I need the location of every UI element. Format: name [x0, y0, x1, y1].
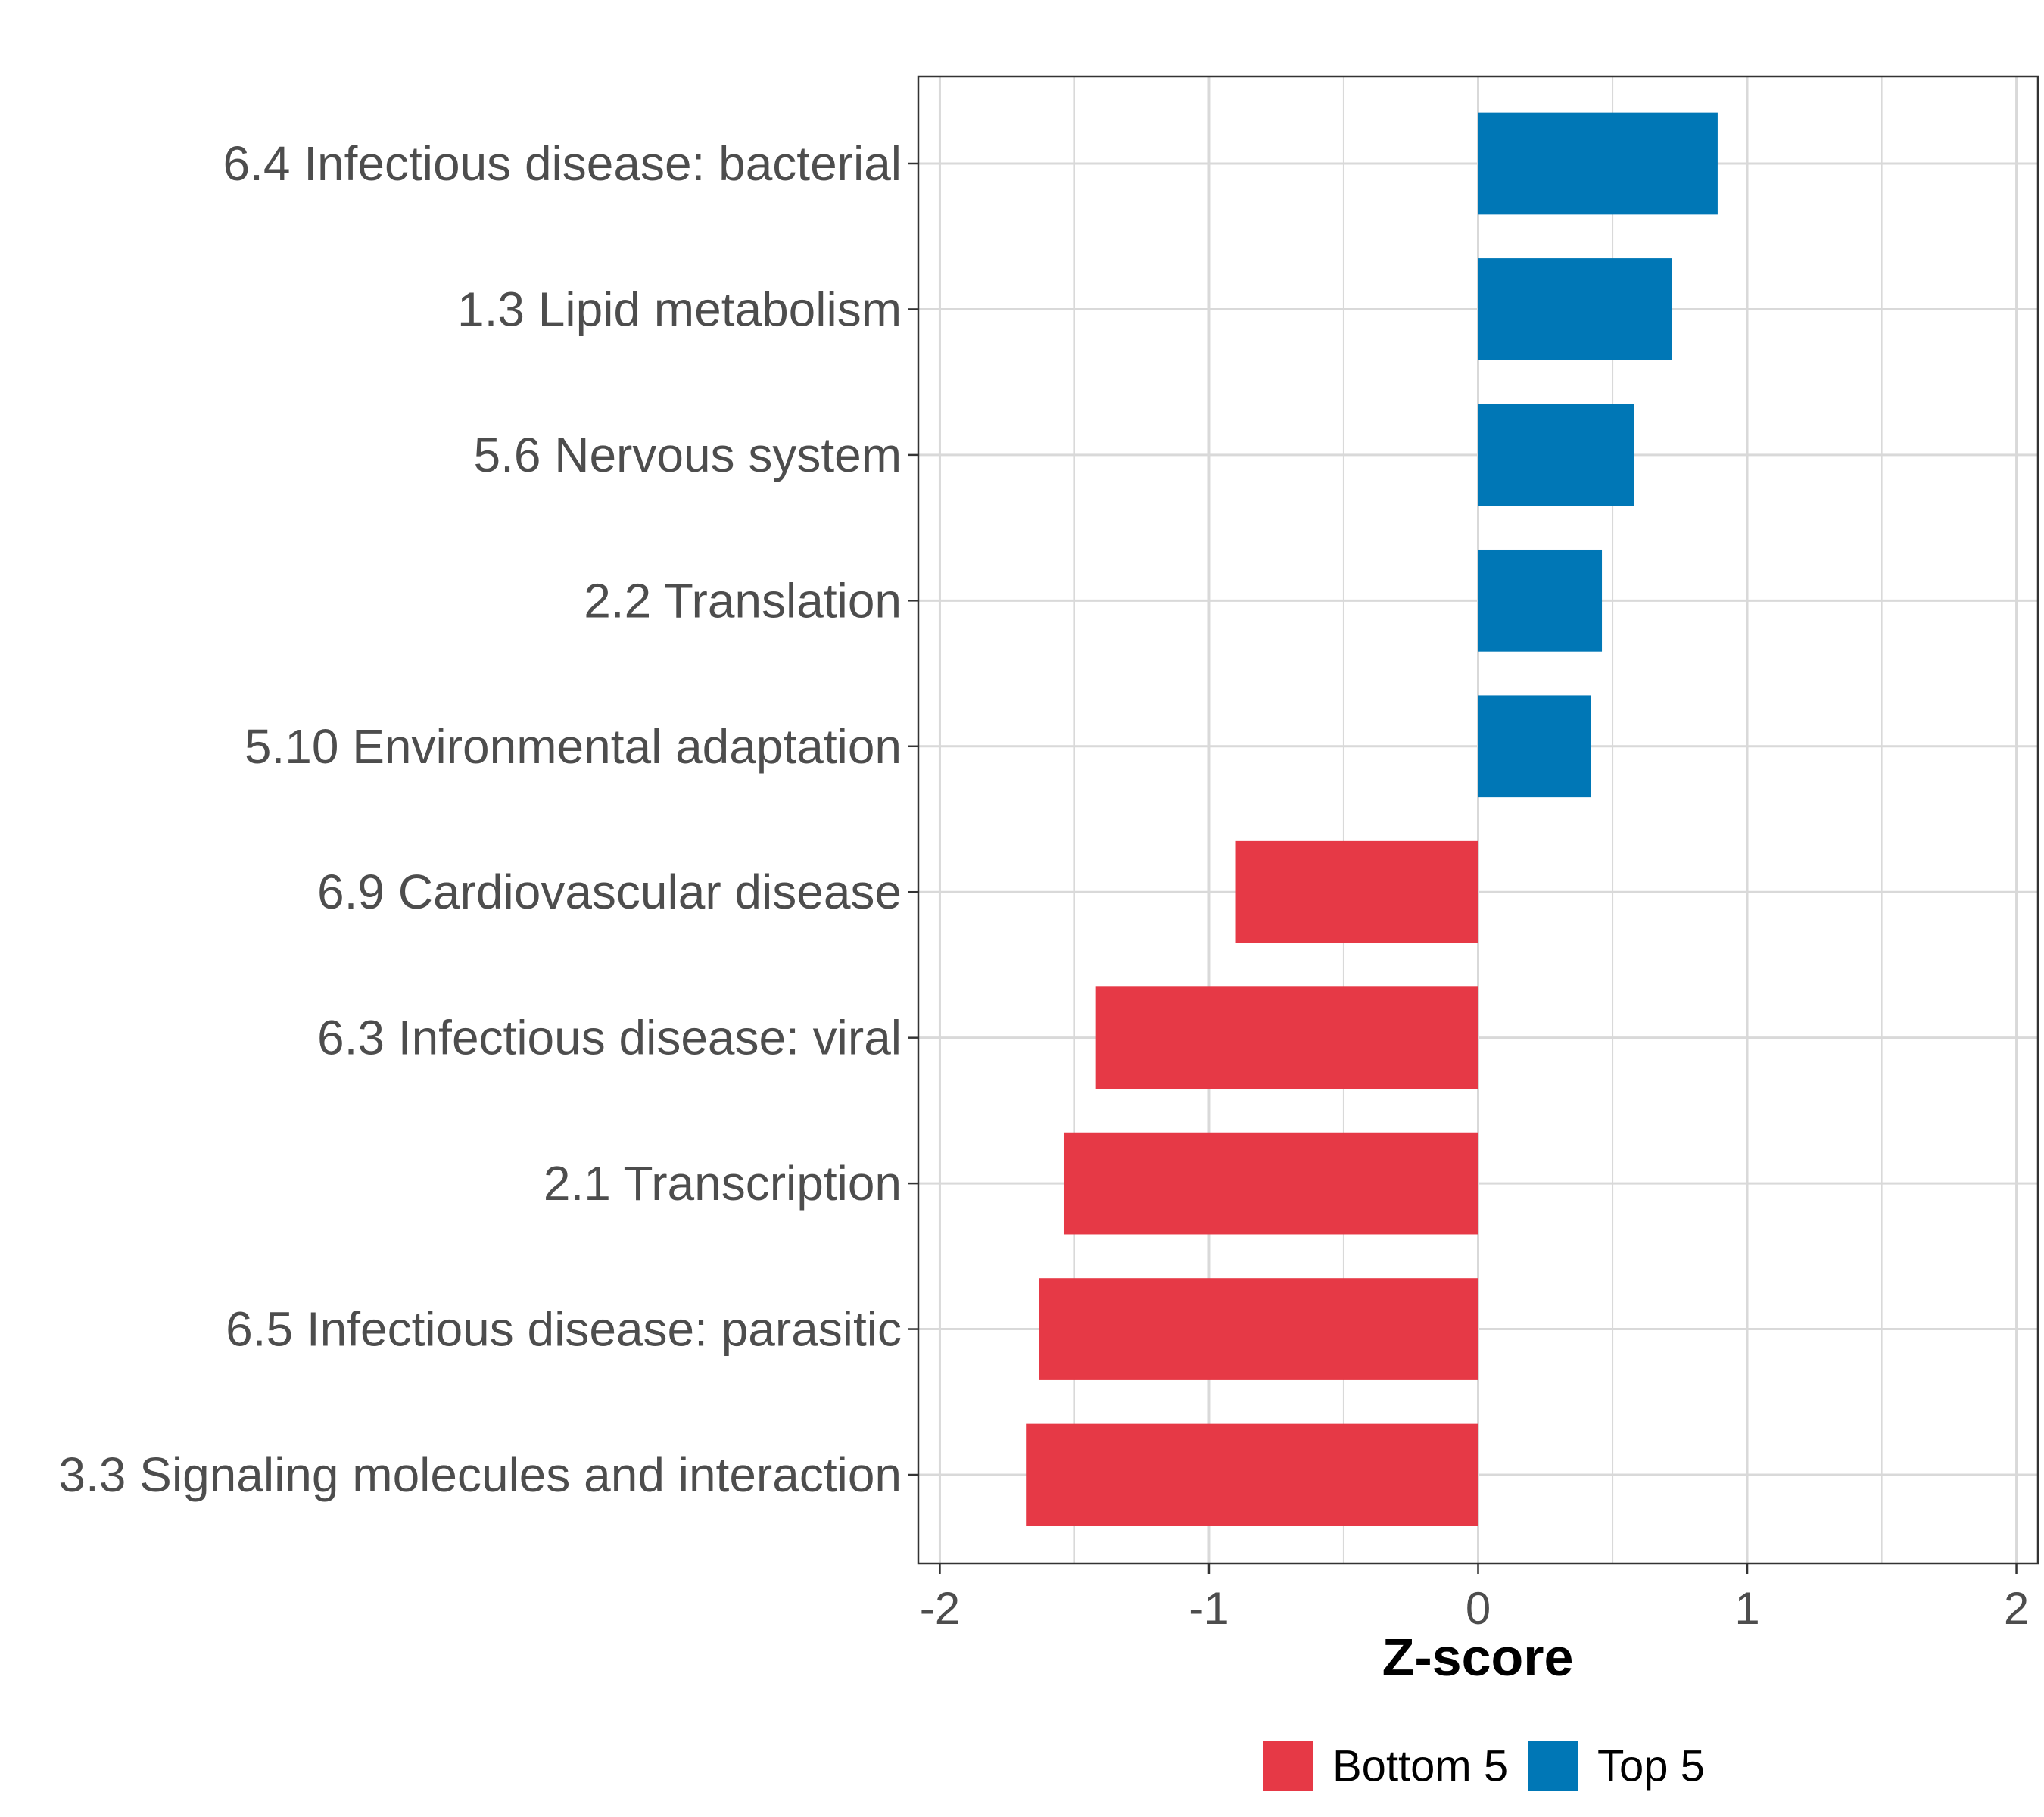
bar: [1235, 840, 1478, 943]
legend-label: Bottom 5: [1332, 1742, 1508, 1791]
legend: Bottom 5 Top 5: [1263, 1741, 1705, 1791]
bar: [1478, 258, 1672, 360]
bar-layer: [1026, 112, 1718, 1526]
bar: [1095, 986, 1478, 1089]
x-tick-label: -2: [920, 1583, 960, 1634]
bar: [1063, 1132, 1478, 1235]
x-tick-label: 0: [1466, 1583, 1491, 1634]
y-tick-label: 5.6 Nervous system: [473, 428, 902, 482]
x-tick-label: 2: [2004, 1583, 2029, 1634]
x-axis-title: Z-score: [1382, 1628, 1574, 1687]
y-tick-label: 6.3 Infectious disease: viral: [317, 1011, 902, 1065]
y-tick-label: 2.2 Translation: [584, 573, 902, 628]
bar: [1478, 112, 1718, 215]
legend-swatch: [1528, 1741, 1578, 1791]
legend-swatch: [1263, 1741, 1313, 1791]
y-tick-label: 3.3 Signaling molecules and interaction: [58, 1448, 902, 1502]
bar: [1026, 1423, 1478, 1526]
y-axis: 6.4 Infectious disease: bacterial 1.3 Lip…: [58, 136, 918, 1502]
x-axis: -2 -1 0 1 2: [920, 1563, 2029, 1634]
bar: [1478, 404, 1634, 506]
y-tick-label: 6.9 Cardiovascular disease: [317, 865, 902, 919]
x-tick-label: 1: [1734, 1583, 1759, 1634]
x-tick-label: -1: [1189, 1583, 1229, 1634]
y-tick-label: 6.4 Infectious disease: bacterial: [223, 136, 902, 191]
bar: [1039, 1278, 1478, 1380]
y-tick-label: 6.5 Infectious disease: parasitic: [226, 1302, 902, 1357]
legend-label: Top 5: [1597, 1742, 1705, 1791]
y-tick-label: 5.10 Environmental adaptation: [245, 719, 902, 774]
bar: [1478, 549, 1603, 652]
bar: [1478, 695, 1591, 798]
y-tick-label: 2.1 Transcription: [544, 1156, 902, 1211]
y-tick-label: 1.3 Lipid metabolism: [457, 282, 902, 336]
